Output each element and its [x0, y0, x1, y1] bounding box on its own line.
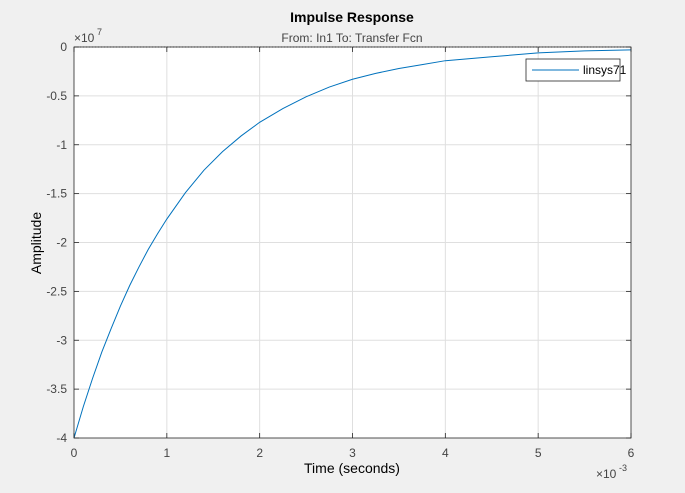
y-axis-label: Amplitude	[28, 212, 44, 274]
x-tick-label: 2	[256, 446, 263, 460]
y-exponent-base: ×10	[74, 31, 95, 45]
series-layer	[73, 49, 632, 439]
legend-entry-label: linsys71	[583, 63, 627, 77]
y-tick-label: -1	[56, 138, 67, 152]
y-tick-label: -3	[56, 333, 67, 347]
y-tick-label: -4	[56, 431, 67, 445]
y-tick-labels: 0 -0.5 -1 -1.5 -2 -2.5 -3 -3.5 -4	[46, 40, 631, 445]
chart-subtitle: From: In1 To: Transfer Fcn	[281, 31, 422, 45]
y-exponent-label: ×10 7	[74, 27, 102, 45]
chart-title: Impulse Response	[290, 9, 414, 25]
y-tick-label: 0	[60, 40, 67, 54]
y-tick-label: -1.5	[46, 187, 67, 201]
y-tick-label: -2.5	[46, 284, 67, 298]
x-tick-label: 3	[349, 446, 356, 460]
x-tick-label: 5	[535, 446, 542, 460]
x-tick-label: 1	[163, 446, 170, 460]
x-tick-label: 6	[628, 446, 635, 460]
x-exponent-base: ×10	[596, 467, 617, 481]
x-exponent-label: ×10 -3	[596, 463, 627, 481]
legend[interactable]: linsys71	[525, 58, 627, 82]
y-tick-label: -3.5	[46, 382, 67, 396]
y-tick-label: -2	[56, 236, 67, 250]
x-tick-labels: 0 1 2 3 4 5 6	[71, 47, 635, 460]
x-tick-label: 4	[442, 446, 449, 460]
x-axis-label: Time (seconds)	[304, 460, 400, 476]
y-exponent-power: 7	[97, 27, 102, 37]
x-exponent-power: -3	[619, 463, 627, 473]
x-tick-label: 0	[71, 446, 78, 460]
y-tick-label: -0.5	[46, 89, 67, 103]
series-line-linsys71	[73, 49, 632, 439]
grid-lines	[74, 47, 631, 438]
